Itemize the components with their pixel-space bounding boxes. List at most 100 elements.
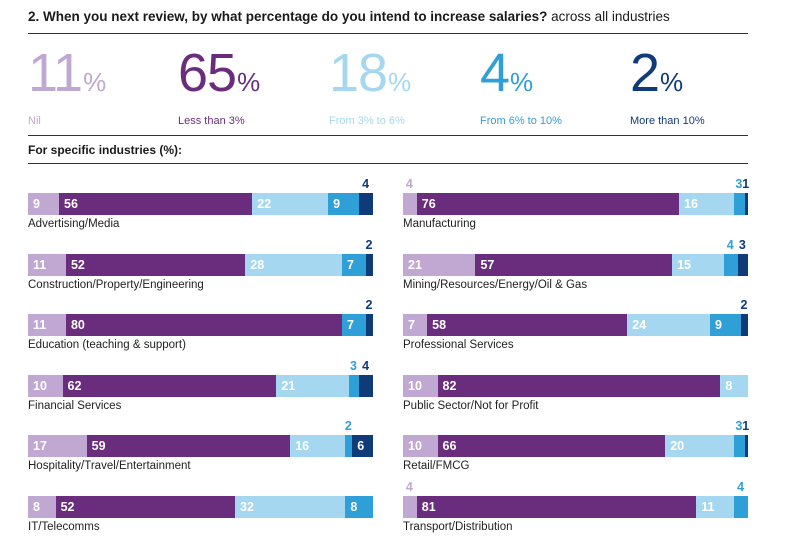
stat-gt10-value: 2 bbox=[630, 43, 660, 103]
bar-value-label: 4 bbox=[362, 177, 370, 191]
bar-value-label: 4 bbox=[737, 479, 745, 494]
stat-gt10: 2% More than 10% bbox=[630, 42, 705, 127]
bar-value-label: 7 bbox=[346, 257, 354, 272]
bar-value-label: 20 bbox=[670, 439, 685, 453]
bar-segment-3to6 bbox=[672, 253, 724, 276]
bar-segment-gt10 bbox=[366, 314, 373, 336]
bar-value-label: 7 bbox=[346, 318, 354, 332]
bar-value-label: 82 bbox=[442, 378, 457, 393]
bar-value-label: 4 bbox=[726, 237, 734, 252]
bar-value-label: 7 bbox=[408, 318, 415, 332]
stat-6to10-label: From 6% to 10% bbox=[480, 115, 562, 127]
bar-segment-gt10 bbox=[744, 193, 748, 215]
stat-nil-label: Nil bbox=[28, 115, 41, 127]
bar-segment-nil bbox=[28, 495, 56, 518]
bar-value-label: 59 bbox=[91, 439, 106, 453]
bar-segment-3to6 bbox=[665, 435, 735, 457]
bar-value-label: 52 bbox=[60, 499, 75, 514]
bar-segment-nil bbox=[28, 253, 66, 276]
bar-value-label: 24 bbox=[632, 318, 647, 332]
bar-segment-nil bbox=[403, 253, 476, 276]
bar-value-label: 52 bbox=[70, 257, 85, 272]
bar-segment-nil bbox=[28, 435, 87, 457]
bar-value-label: 3 bbox=[350, 358, 357, 373]
bar-segment-nil bbox=[403, 374, 438, 397]
stat-3to6-label: From 3% to 6% bbox=[329, 115, 405, 127]
bar-segment-3to6 bbox=[679, 193, 735, 215]
stat-6to10-value: 4 bbox=[480, 43, 510, 103]
bar-value-label: 62 bbox=[67, 378, 82, 393]
bar-segment-3to6 bbox=[696, 495, 735, 518]
industry-label: Mining/Resources/Energy/Oil & Gas bbox=[403, 278, 588, 291]
title-question: 2. When you next review, by what percent… bbox=[28, 9, 548, 24]
bar-value-label: 1 bbox=[742, 177, 750, 191]
industry-label: Retail/FMCG bbox=[403, 460, 470, 472]
bar-segment-3to6 bbox=[252, 193, 329, 215]
industry-label: Public Sector/Not for Profit bbox=[403, 399, 539, 412]
bar-segment-gt10 bbox=[359, 193, 373, 215]
bar-segment-lt3 bbox=[437, 374, 721, 397]
industry-label: Education (teaching & support) bbox=[28, 339, 186, 351]
bar-segment-gt10 bbox=[737, 253, 748, 276]
bar-value-label: 10 bbox=[408, 439, 422, 453]
bar-segment-lt3 bbox=[427, 314, 628, 336]
bar-value-label: 76 bbox=[421, 197, 436, 211]
industry-label: Manufacturing bbox=[403, 218, 476, 230]
bar-value-label: 2 bbox=[365, 237, 373, 252]
bar-segment-lt3 bbox=[65, 253, 246, 276]
middle-rule bbox=[28, 135, 748, 136]
bar-value-label: 21 bbox=[408, 257, 422, 272]
bar-segment-lt3 bbox=[475, 253, 673, 276]
bar-value-label: 16 bbox=[295, 439, 310, 453]
bar-segment-lt3 bbox=[437, 435, 666, 457]
bar-value-label: 9 bbox=[33, 197, 40, 211]
bar-segment-6to10 bbox=[734, 495, 748, 518]
bar-value-label: 9 bbox=[715, 318, 722, 332]
bar-value-label: 28 bbox=[250, 257, 265, 272]
bar-segment-nil bbox=[28, 314, 66, 336]
stat-nil-pct: % bbox=[83, 67, 106, 97]
bar-value-label: 3 bbox=[735, 177, 743, 191]
industry-label: Professional Services bbox=[403, 339, 514, 351]
industries-subhead: For specific industries (%): bbox=[28, 143, 183, 157]
stat-nil: 11% Nil bbox=[28, 42, 106, 127]
title-suffix: across all industries bbox=[547, 9, 670, 24]
bar-value-label: 21 bbox=[281, 378, 296, 393]
bar-value-label: 4 bbox=[362, 358, 370, 373]
stat-lt3-value: 65 bbox=[178, 43, 237, 103]
bar-segment-gt10 bbox=[741, 314, 748, 336]
bar-value-label: 10 bbox=[408, 378, 422, 393]
bar-segment-6to10 bbox=[734, 193, 745, 215]
stat-gt10-label: More than 10% bbox=[630, 115, 705, 127]
industry-label: Transport/Distribution bbox=[403, 520, 513, 533]
stat-6to10-pct: % bbox=[510, 67, 533, 97]
bar-value-label: 3 bbox=[738, 237, 746, 252]
bar-value-label: 22 bbox=[257, 197, 272, 211]
stat-lt3: 65% Less than 3% bbox=[178, 42, 260, 127]
bar-segment-6to10 bbox=[723, 253, 738, 276]
bar-value-label: 4 bbox=[405, 479, 413, 494]
bar-segment-nil bbox=[28, 374, 63, 397]
bar-value-label: 81 bbox=[421, 499, 436, 514]
bar-value-label: 11 bbox=[33, 257, 47, 272]
stat-6to10: 4% From 6% to 10% bbox=[480, 42, 562, 127]
industry-label: IT/Telecomms bbox=[28, 520, 100, 533]
bar-segment-6to10 bbox=[345, 435, 353, 457]
bar-segment-3to6 bbox=[290, 435, 346, 457]
bar-segment-nil bbox=[28, 193, 60, 215]
bar-segment-nil bbox=[403, 435, 438, 457]
bar-segment-nil bbox=[403, 314, 428, 336]
bar-segment-lt3 bbox=[62, 374, 277, 397]
bar-segment-6to10 bbox=[328, 193, 360, 215]
industry-label: Hospitality/Travel/Entertainment bbox=[28, 460, 191, 472]
bar-value-label: 80 bbox=[70, 318, 85, 332]
bar-segment-lt3 bbox=[59, 193, 253, 215]
bar-value-label: 2 bbox=[365, 298, 373, 312]
bar-value-label: 8 bbox=[350, 499, 358, 514]
bar-segment-gt10 bbox=[366, 253, 373, 276]
bar-segment-3to6 bbox=[245, 253, 342, 276]
bar-segment-lt3 bbox=[86, 435, 291, 457]
bar-segment-6to10 bbox=[710, 314, 742, 336]
industry-label: Financial Services bbox=[28, 399, 122, 412]
